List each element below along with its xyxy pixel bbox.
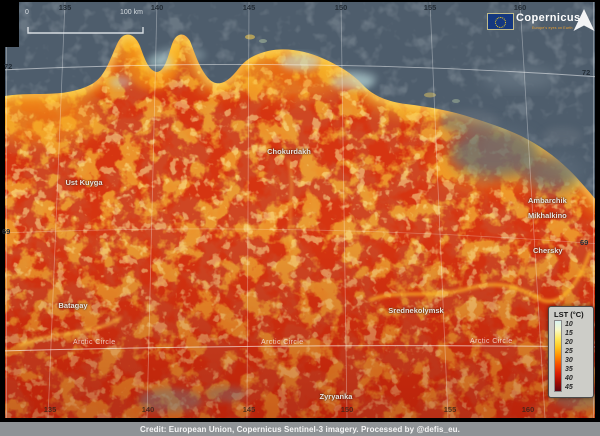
river-lines bbox=[18, 159, 592, 347]
sea-islands bbox=[245, 34, 460, 103]
scale-bar-bracket bbox=[27, 27, 144, 34]
north-arrow-icon bbox=[573, 9, 595, 31]
parallel-69-line bbox=[0, 228, 600, 245]
map-frame bbox=[0, 0, 600, 422]
cloud-patches bbox=[109, 54, 600, 412]
credit-bar: Credit: European Union, Copernicus Senti… bbox=[0, 422, 600, 436]
arctic-circle-line bbox=[0, 345, 600, 352]
parallel-72-line bbox=[0, 63, 600, 78]
lst-map-canvas bbox=[0, 0, 600, 422]
